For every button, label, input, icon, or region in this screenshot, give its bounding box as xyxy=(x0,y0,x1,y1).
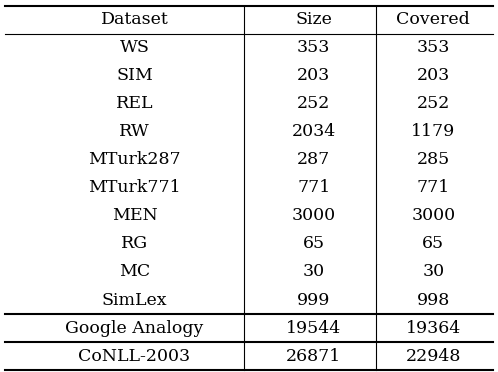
Text: 19364: 19364 xyxy=(406,320,461,337)
Text: Size: Size xyxy=(295,11,332,28)
Text: MC: MC xyxy=(119,263,150,280)
Text: 65: 65 xyxy=(303,235,325,253)
Text: 252: 252 xyxy=(297,95,331,112)
Text: Google Analogy: Google Analogy xyxy=(65,320,204,337)
Text: MEN: MEN xyxy=(112,208,157,224)
Text: 3000: 3000 xyxy=(411,208,455,224)
Text: 19544: 19544 xyxy=(286,320,341,337)
Text: 203: 203 xyxy=(417,67,450,84)
Text: RW: RW xyxy=(119,123,150,140)
Text: REL: REL xyxy=(116,95,153,112)
Text: 2034: 2034 xyxy=(292,123,336,140)
Text: 771: 771 xyxy=(297,179,330,196)
Text: RG: RG xyxy=(121,235,148,253)
Text: 26871: 26871 xyxy=(286,347,341,365)
Text: 65: 65 xyxy=(422,235,444,253)
Text: 203: 203 xyxy=(297,67,330,84)
Text: Covered: Covered xyxy=(396,11,470,28)
Text: 353: 353 xyxy=(297,39,331,56)
Text: 22948: 22948 xyxy=(405,347,461,365)
Text: WS: WS xyxy=(120,39,149,56)
Text: 1179: 1179 xyxy=(411,123,455,140)
Text: 252: 252 xyxy=(416,95,450,112)
Text: Dataset: Dataset xyxy=(101,11,168,28)
Text: MTurk287: MTurk287 xyxy=(88,151,181,168)
Text: SimLex: SimLex xyxy=(102,292,167,308)
Text: 285: 285 xyxy=(417,151,450,168)
Text: 3000: 3000 xyxy=(292,208,336,224)
Text: 353: 353 xyxy=(416,39,450,56)
Text: CoNLL-2003: CoNLL-2003 xyxy=(78,347,191,365)
Text: 771: 771 xyxy=(417,179,450,196)
Text: 998: 998 xyxy=(417,292,450,308)
Text: 30: 30 xyxy=(422,263,444,280)
Text: 287: 287 xyxy=(297,151,330,168)
Text: 999: 999 xyxy=(297,292,331,308)
Text: SIM: SIM xyxy=(116,67,153,84)
Text: MTurk771: MTurk771 xyxy=(88,179,181,196)
Text: 30: 30 xyxy=(303,263,325,280)
